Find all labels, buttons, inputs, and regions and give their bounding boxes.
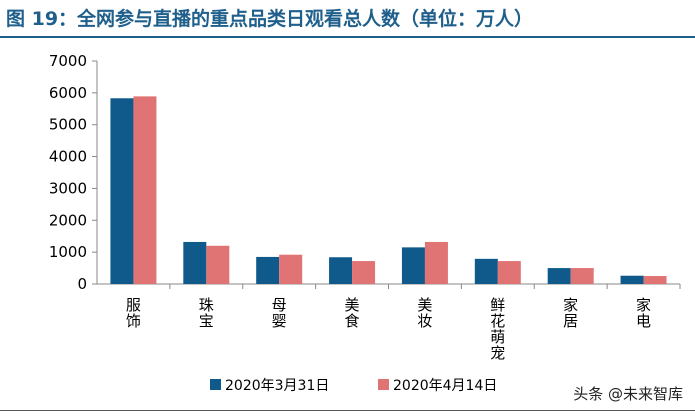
bar: [206, 245, 230, 284]
category-label-glyph: 母: [272, 296, 287, 314]
bar: [133, 96, 157, 285]
legend-label: 2020年4月14日: [393, 378, 497, 394]
bar: [547, 268, 571, 284]
bar: [279, 254, 303, 284]
category-label-glyph: 花: [490, 312, 505, 330]
bar: [256, 256, 280, 284]
bottom-divider: [0, 410, 695, 411]
legend-label: 2020年3月31日: [225, 378, 329, 394]
category-label-glyph: 婴: [272, 312, 287, 330]
y-tick-label: 2000: [49, 211, 87, 229]
bar: [570, 268, 594, 284]
y-tick-label: 6000: [49, 84, 87, 102]
y-tick-label: 4000: [49, 148, 87, 166]
category-label-glyph: 居: [563, 312, 578, 330]
watermark: 头条 @未来智库: [573, 385, 683, 403]
category-label-glyph: 鲜: [490, 296, 505, 314]
chart-legend: 2020年3月31日 2020年4月14日: [210, 378, 497, 394]
category-label-glyph: 萌: [490, 328, 505, 346]
category-label-glyph: 家: [563, 296, 578, 314]
category-label-glyph: 珠: [199, 296, 214, 314]
chart-axes: 0 1000 2000 3000 4000 5000 6000 7000: [49, 52, 681, 293]
chart-bars: [110, 96, 667, 285]
category-label-glyph: 宝: [199, 312, 214, 330]
category-label-glyph: 电: [636, 312, 651, 330]
category-label-glyph: 妆: [417, 312, 432, 330]
bar: [329, 257, 353, 284]
category-label-glyph: 美: [417, 296, 432, 314]
figure-title: 图 19：全网参与直播的重点品类日观看总人数（单位：万人）: [6, 8, 534, 30]
category-label-glyph: 饰: [126, 312, 141, 330]
bar: [424, 241, 448, 284]
y-tick-label: 0: [77, 275, 87, 293]
y-tick-label: 7000: [49, 52, 87, 70]
legend-swatch: [210, 379, 221, 390]
y-tick-label: 1000: [49, 243, 87, 261]
category-label-glyph: 家: [636, 296, 651, 314]
category-label-glyph: 美: [345, 296, 360, 314]
title-divider: [0, 36, 695, 38]
bar: [401, 247, 425, 284]
category-label-glyph: 宠: [490, 344, 505, 362]
bar: [643, 276, 667, 284]
y-tick-label: 5000: [49, 116, 87, 134]
category-label-glyph: 食: [345, 312, 360, 330]
y-tick-label: 3000: [49, 179, 87, 197]
bar: [110, 98, 134, 284]
bar: [620, 275, 644, 284]
bar: [352, 261, 376, 284]
legend-swatch: [378, 379, 389, 390]
bar: [497, 261, 521, 284]
bar: [474, 258, 498, 284]
bar: [183, 241, 207, 284]
category-label-glyph: 服: [126, 296, 141, 314]
